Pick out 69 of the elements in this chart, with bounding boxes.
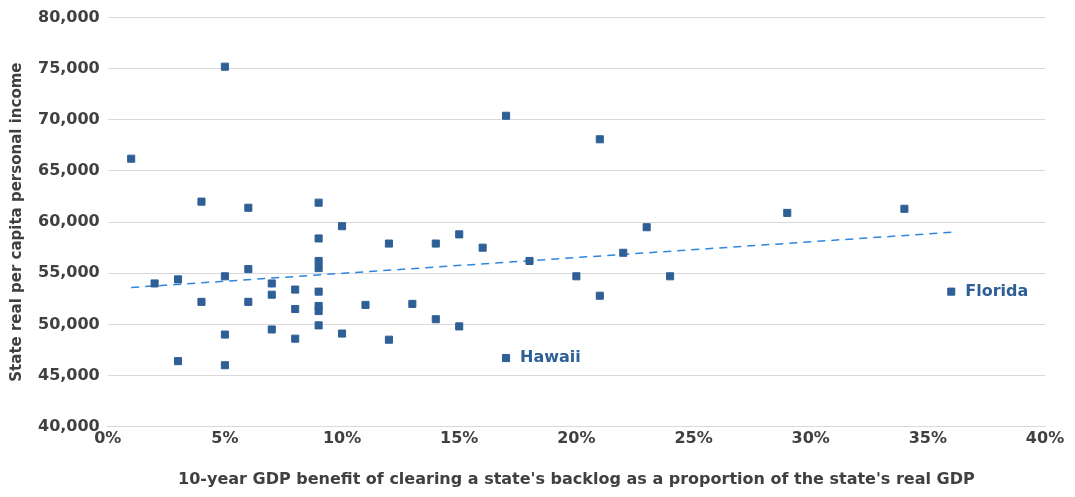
point [947, 287, 956, 296]
point [455, 322, 464, 331]
point [384, 335, 393, 344]
point [900, 204, 909, 213]
point [314, 234, 323, 243]
point [361, 300, 370, 309]
point [244, 297, 253, 306]
point [174, 357, 183, 366]
point [267, 290, 276, 299]
x-axis-title: 10-year GDP benefit of clearing a state's backlog as a proportion of the state's real GDP [178, 468, 975, 488]
point [174, 275, 183, 284]
x-tick-label: 20% [557, 428, 596, 448]
point [408, 299, 417, 308]
point [525, 256, 534, 265]
point [431, 315, 440, 324]
point [619, 248, 628, 257]
y-tick-label: 80,000 [37, 6, 100, 26]
point [338, 329, 347, 338]
point [478, 243, 487, 252]
point [314, 264, 323, 273]
point [666, 272, 675, 281]
point [220, 62, 229, 71]
x-tick-label: 15% [440, 428, 479, 448]
point [642, 223, 651, 232]
y-axis-title: State real per capita personal income [6, 62, 25, 382]
point [314, 198, 323, 207]
point [783, 208, 792, 217]
x-tick-label: 25% [674, 428, 713, 448]
y-tick-label: 75,000 [37, 57, 100, 77]
point [267, 279, 276, 288]
point [291, 334, 300, 343]
point [197, 197, 206, 206]
y-tick-label: 45,000 [37, 364, 100, 384]
point [244, 203, 253, 212]
point [314, 287, 323, 296]
y-tick-label: 70,000 [37, 109, 100, 129]
x-tick-label: 40% [1025, 428, 1065, 448]
x-tick-label: 5% [211, 428, 239, 448]
point [220, 330, 229, 339]
y-tick-label: 60,000 [37, 211, 100, 231]
point [431, 239, 440, 248]
point [455, 230, 464, 239]
point [502, 354, 511, 363]
point [314, 321, 323, 330]
point [244, 265, 253, 274]
point [197, 297, 206, 306]
point [595, 135, 604, 144]
point [150, 279, 159, 288]
point [338, 222, 347, 231]
point [314, 307, 323, 316]
y-tick-label: 55,000 [37, 262, 100, 282]
point [127, 154, 136, 163]
point [291, 304, 300, 314]
point [267, 325, 276, 334]
point [572, 272, 581, 281]
point [595, 291, 604, 300]
x-tick-label: 30% [791, 428, 830, 448]
x-tick-label: 10% [322, 428, 362, 448]
point [314, 256, 323, 265]
point [384, 239, 393, 248]
annotation: Hawaii [520, 347, 581, 367]
y-tick-label: 65,000 [37, 160, 100, 180]
point [220, 272, 229, 281]
point [220, 361, 229, 370]
annotation: Florida [965, 280, 1029, 300]
point [291, 285, 300, 294]
x-tick-label: 35% [908, 428, 947, 448]
y-tick-label: 50,000 [37, 313, 100, 333]
point [502, 111, 511, 120]
